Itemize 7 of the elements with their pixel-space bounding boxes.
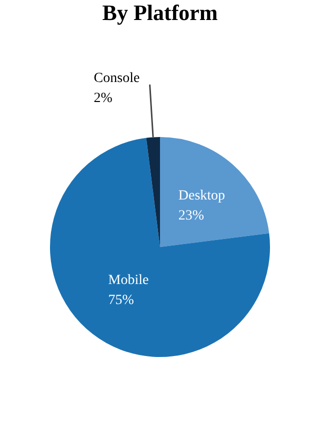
data-label: 23% (178, 208, 204, 224)
data-label: 2% (94, 91, 113, 106)
chart-title: By Platform (101, 0, 219, 27)
slice-label: Mobile (108, 273, 149, 288)
data-label: 75% (108, 293, 134, 308)
slice-label: Console (94, 71, 140, 86)
slice-label: Desktop (178, 188, 226, 204)
